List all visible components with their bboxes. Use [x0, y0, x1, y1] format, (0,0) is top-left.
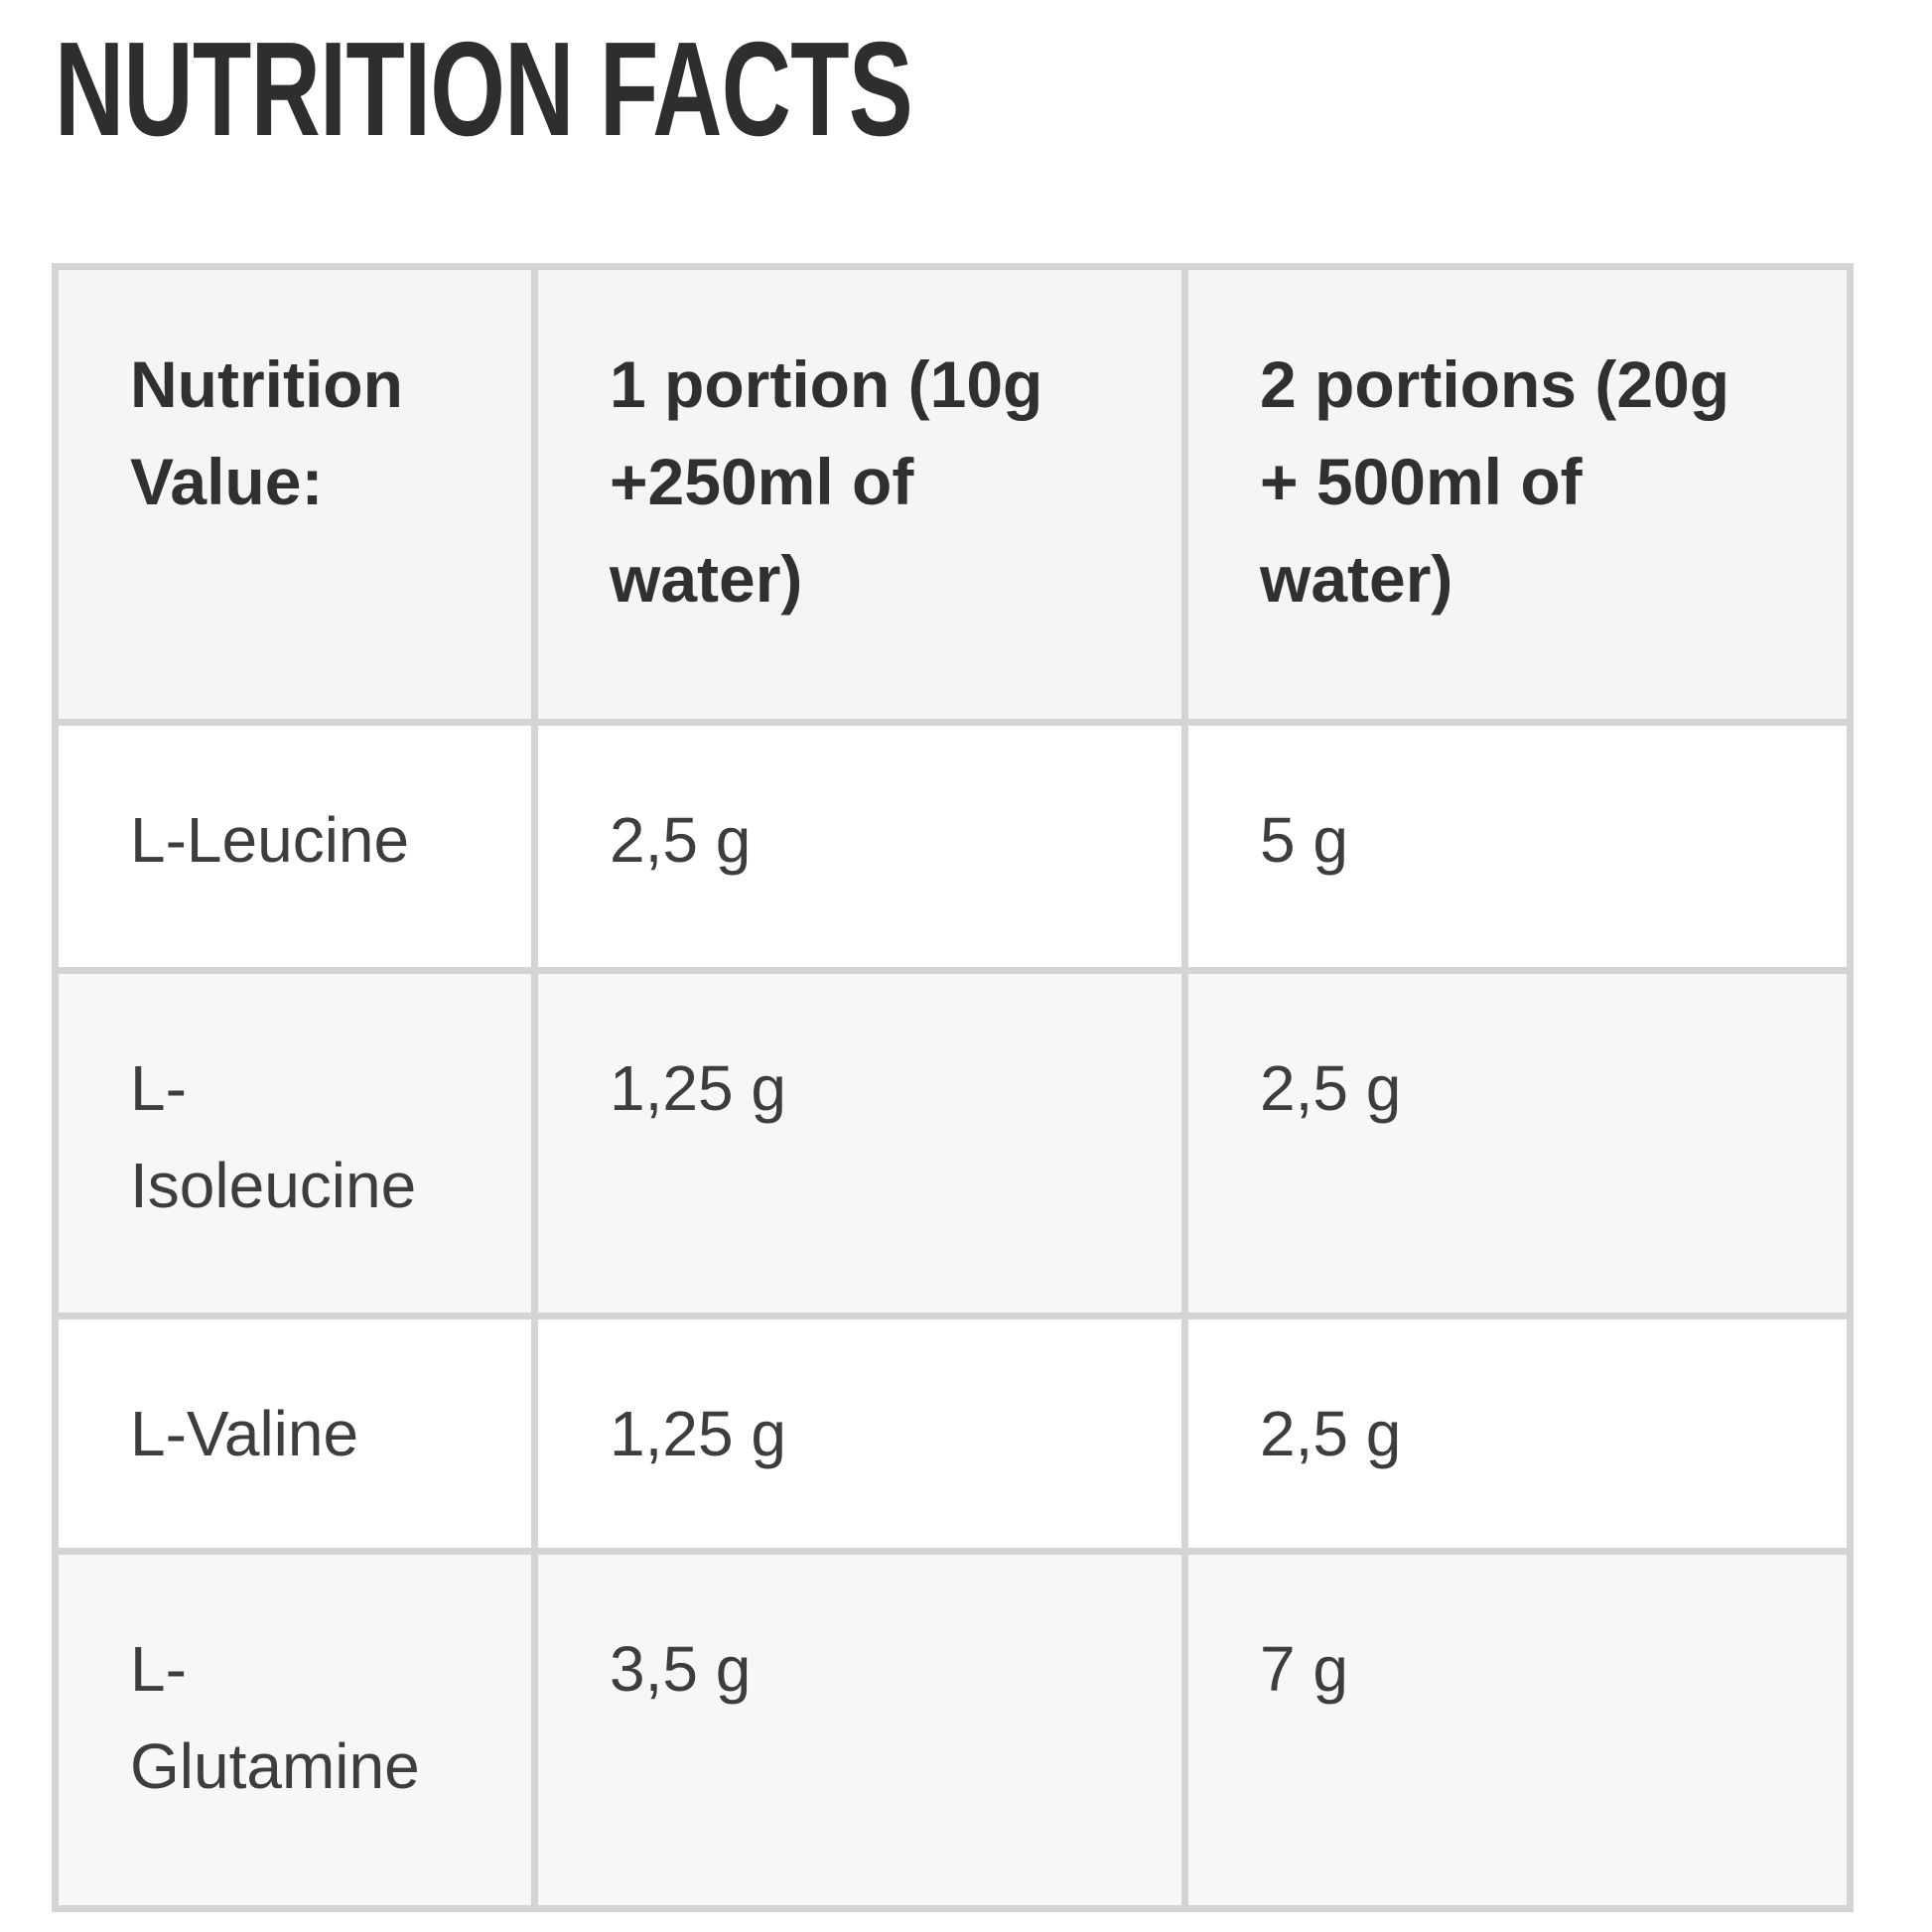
- portion1-value-cell: 1,25 g: [531, 967, 1188, 1320]
- table-row-l-valine: L-Valine 1,25 g 2,5 g: [52, 1312, 1854, 1556]
- table-row-l-leucine: L-Leucine 2,5 g 5 g: [52, 719, 1854, 975]
- nutrient-name-cell: L- Glutamine: [52, 1548, 538, 1913]
- portion2-value-cell: 2,5 g: [1181, 967, 1854, 1320]
- column-header-nutrition-value: Nutrition Value:: [52, 263, 538, 727]
- portion2-value-cell: 5 g: [1181, 719, 1854, 975]
- nutrition-table: Nutrition Value: 1 portion (10g +250ml o…: [52, 263, 1854, 1913]
- portion2-value-cell: 2,5 g: [1181, 1312, 1854, 1556]
- portion1-value-cell: 1,25 g: [531, 1312, 1188, 1556]
- nutrient-name-cell: L- Isoleucine: [52, 967, 538, 1320]
- column-header-2-portions: 2 portions (20g + 500ml of water): [1181, 263, 1854, 727]
- nutrient-name-cell: L-Valine: [52, 1312, 538, 1556]
- table-header-row: Nutrition Value: 1 portion (10g +250ml o…: [52, 263, 1854, 727]
- portion1-value-cell: 3,5 g: [531, 1548, 1188, 1913]
- portion2-value-cell: 7 g: [1181, 1548, 1854, 1913]
- page-title-text: NUTRITION FACTS: [55, 14, 913, 164]
- page-title: NUTRITION FACTS: [55, 14, 1932, 164]
- column-header-1-portion: 1 portion (10g +250ml of water): [531, 263, 1188, 727]
- table-row-l-glutamine: L- Glutamine 3,5 g 7 g: [52, 1548, 1854, 1913]
- portion1-value-cell: 2,5 g: [531, 719, 1188, 975]
- table-row-l-isoleucine: L- Isoleucine 1,25 g 2,5 g: [52, 967, 1854, 1320]
- nutrient-name-cell: L-Leucine: [52, 719, 538, 975]
